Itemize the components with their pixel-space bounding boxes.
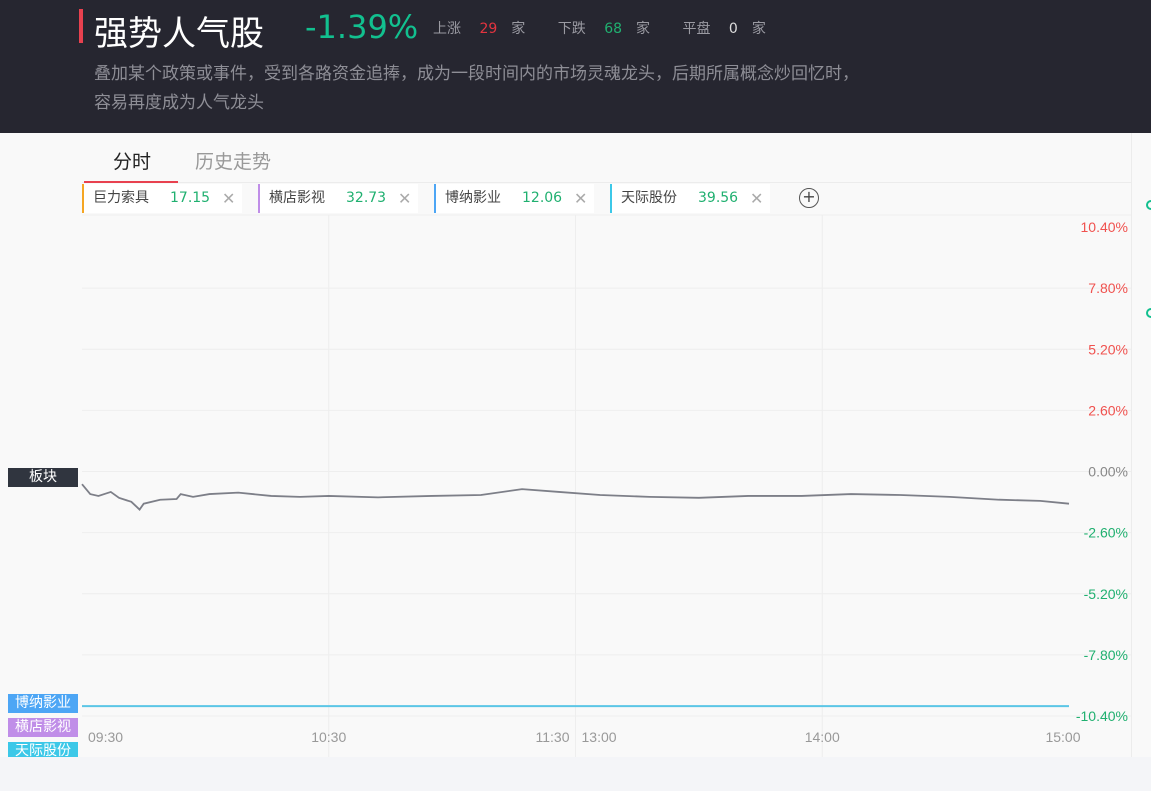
- stock-name: 巨力索具: [93, 190, 149, 206]
- close-icon[interactable]: ✕: [398, 189, 412, 208]
- stock-price: 39.56: [698, 190, 739, 206]
- y-tick-label: -5.20%: [1084, 586, 1128, 602]
- y-tick-label: -2.60%: [1084, 525, 1128, 541]
- close-icon[interactable]: ✕: [574, 189, 588, 208]
- circle-icon[interactable]: [1146, 308, 1151, 318]
- title-accent-bar: [79, 9, 83, 43]
- divider: [1131, 133, 1132, 757]
- add-stock-icon[interactable]: +: [799, 188, 819, 208]
- stock-chip[interactable]: 天际股份 39.56 ✕: [610, 184, 770, 213]
- active-tab-indicator: [84, 181, 178, 183]
- sector-label: 板块: [8, 468, 78, 487]
- flat-label: 平盘: [682, 21, 711, 37]
- x-tick-label: 10:30: [311, 729, 346, 745]
- circle-icon[interactable]: [1146, 200, 1151, 210]
- close-icon[interactable]: ✕: [222, 189, 236, 208]
- intraday-chart: 10.40% 7.80% 5.20% 2.60% 0.00% -2.60% -5.20% -7…: [81, 214, 1131, 757]
- stock-name: 博纳影业: [445, 190, 501, 206]
- stock-line-label: 博纳影业: [8, 694, 78, 713]
- x-tick-label: 11:30: [536, 729, 570, 745]
- down-count: 68: [604, 21, 623, 37]
- y-tick-label: 7.80%: [1088, 280, 1128, 296]
- y-tick-label: -10.40%: [1076, 708, 1128, 724]
- up-label: 上涨: [433, 21, 461, 37]
- page-title: 强势人气股: [94, 14, 264, 54]
- stock-line-label: 横店影视: [8, 718, 78, 737]
- x-tick-label: 13:00: [582, 729, 617, 745]
- x-tick-label: 09:30: [88, 729, 123, 745]
- x-tick-label: 15:00: [1045, 729, 1080, 745]
- tab-intraday[interactable]: 分时: [113, 151, 152, 173]
- unit: 家: [636, 21, 651, 37]
- y-tick-label: 2.60%: [1088, 402, 1128, 418]
- stock-price: 17.15: [170, 190, 211, 206]
- y-tick-label: -7.80%: [1084, 647, 1128, 663]
- stock-chip[interactable]: 巨力索具 17.15 ✕: [82, 184, 242, 213]
- stock-line-label: 天际股份: [8, 742, 78, 761]
- footer: [0, 757, 1151, 791]
- stock-price: 12.06: [522, 190, 563, 206]
- tab-bar: 分时 历史走势: [82, 133, 1132, 183]
- y-tick-label: 0.00%: [1088, 464, 1128, 480]
- tab-history[interactable]: 历史走势: [195, 151, 272, 173]
- y-tick-label: 5.20%: [1088, 341, 1128, 357]
- change-percent: -1.39%: [305, 8, 419, 46]
- stock-name: 天际股份: [621, 190, 677, 206]
- close-icon[interactable]: ✕: [750, 189, 764, 208]
- stock-name: 横店影视: [269, 190, 325, 206]
- unit: 家: [511, 21, 526, 37]
- x-tick-label: 14:00: [805, 729, 840, 745]
- stock-chip[interactable]: 博纳影业 12.06 ✕: [434, 184, 594, 213]
- up-count: 29: [479, 21, 498, 37]
- y-tick-label: 10.40%: [1081, 219, 1128, 235]
- unit: 家: [751, 21, 766, 37]
- down-label: 下跌: [557, 21, 586, 37]
- stock-price: 32.73: [346, 190, 387, 206]
- stock-chip[interactable]: 横店影视 32.73 ✕: [258, 184, 418, 213]
- flat-count: 0: [728, 21, 738, 37]
- series-line-0: [81, 483, 1070, 511]
- description: 叠加某个政策或事件，受到各路资金追捧，成为一段时间内的市场灵魂龙头，后期所属概念…: [94, 64, 859, 113]
